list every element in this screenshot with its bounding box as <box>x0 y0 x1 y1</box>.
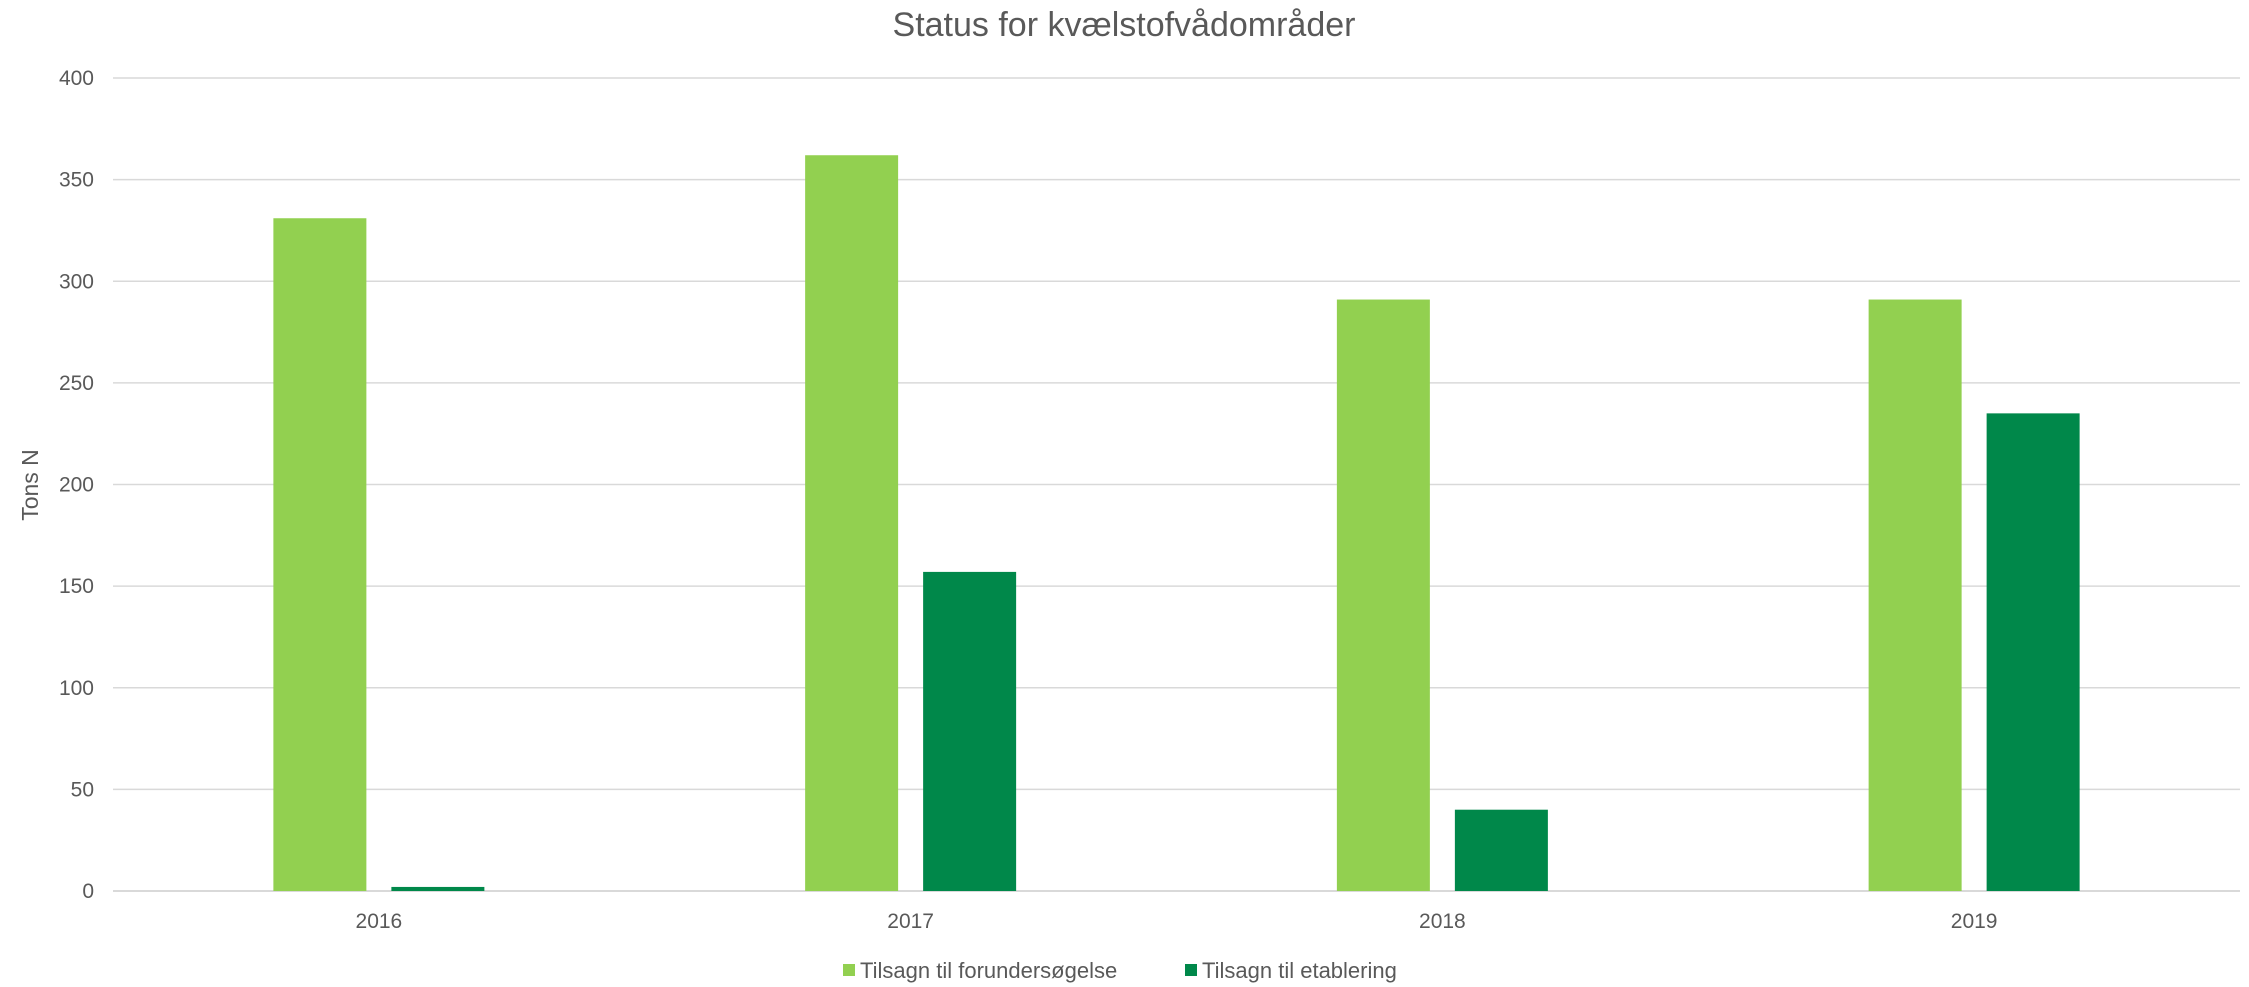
x-tick-label: 2019 <box>1951 910 1998 933</box>
legend-label: Tilsagn til forundersøgelse <box>860 958 1117 983</box>
bar-2019-series-2 <box>1986 413 2080 891</box>
y-axis-label: Tons N <box>17 449 43 521</box>
legend: Tilsagn til forundersøgelse Tilsagn til e… <box>843 958 1397 983</box>
x-tick-label: 2018 <box>1419 910 1466 933</box>
y-tick-label: 150 <box>59 575 94 598</box>
legend-swatch <box>1185 964 1197 976</box>
y-tick-label: 350 <box>59 169 94 192</box>
x-tick-label: 2017 <box>887 910 934 933</box>
legend-swatch <box>843 964 855 976</box>
bar-2019-series-1 <box>1868 299 1962 892</box>
bars <box>273 155 2080 892</box>
y-tick-label: 200 <box>59 474 94 497</box>
y-tick-label: 50 <box>71 778 94 801</box>
y-axis-ticks: 0 50 100 150 200 250 300 350 400 <box>59 67 94 903</box>
y-tick-label: 0 <box>82 880 94 903</box>
y-tick-label: 250 <box>59 372 94 395</box>
y-tick-label: 300 <box>59 270 94 293</box>
bar-2017-series-2 <box>923 571 1017 891</box>
x-tick-label: 2016 <box>356 910 403 933</box>
bar-2018-series-1 <box>1336 299 1430 892</box>
y-tick-label: 400 <box>59 67 94 90</box>
bar-2017-series-1 <box>805 155 899 892</box>
y-tick-label: 100 <box>59 677 94 700</box>
legend-label: Tilsagn til etablering <box>1202 958 1397 983</box>
chart-title: Status for kvælstofvådområder <box>893 6 1356 44</box>
bar-2018-series-2 <box>1454 809 1548 891</box>
x-axis-ticks: 2016 2017 2018 2019 <box>356 910 1998 933</box>
bar-2016-series-1 <box>273 218 367 891</box>
bar-2016-series-2 <box>391 886 485 891</box>
